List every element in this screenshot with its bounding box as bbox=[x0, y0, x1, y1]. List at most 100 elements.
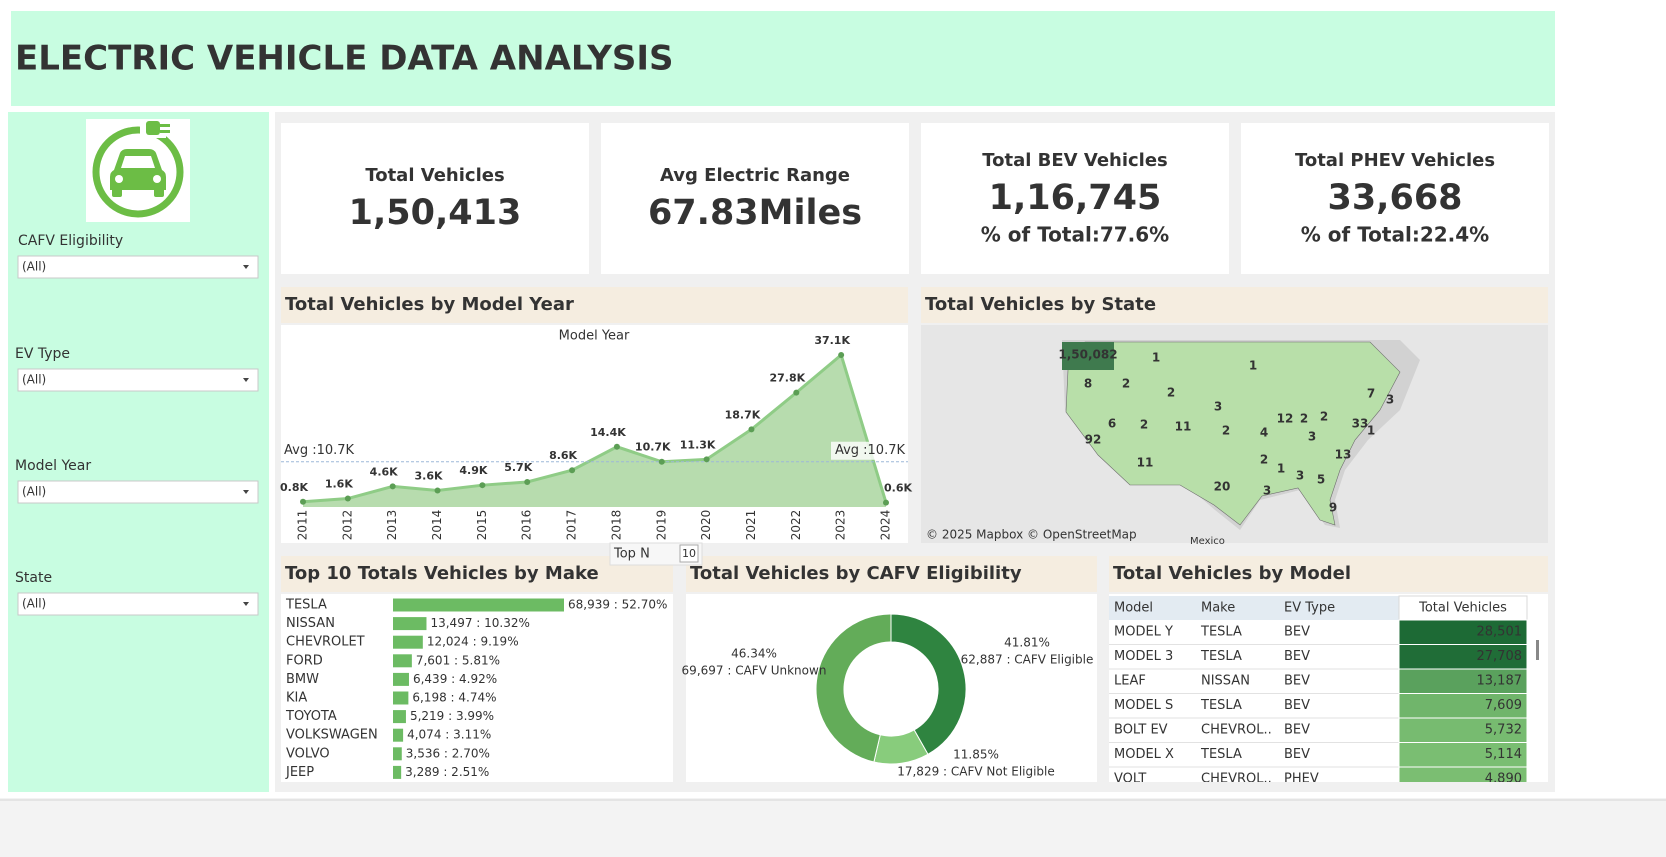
y-tick-label: KIA bbox=[286, 691, 307, 706]
value-cell bbox=[1398, 693, 1528, 719]
state-label: 2 bbox=[1222, 424, 1230, 438]
filter-label: EV Type bbox=[15, 346, 70, 362]
data-label: 3,536 : 2.70% bbox=[406, 746, 490, 760]
point bbox=[479, 482, 486, 489]
area-fill bbox=[303, 355, 886, 507]
state-label: 3 bbox=[1386, 393, 1394, 407]
table-value: 5,732 bbox=[1485, 723, 1522, 738]
state-label: 2 bbox=[1260, 453, 1268, 467]
state-label: 1 bbox=[1249, 359, 1257, 373]
data-label: 3.6K bbox=[415, 469, 443, 482]
table-cell: MODEL 3 bbox=[1114, 649, 1173, 664]
map-attribution: © 2025 Mapbox © OpenStreetMap bbox=[926, 528, 1137, 542]
table-cell: PHEV bbox=[1284, 772, 1319, 787]
data-label: 69,697 : CAFV Unknown bbox=[682, 664, 827, 678]
panel-header bbox=[686, 556, 1097, 592]
y-tick-label: NISSAN bbox=[286, 616, 335, 631]
kpi-card bbox=[601, 123, 909, 274]
y-tick-label: VOLVO bbox=[286, 746, 330, 761]
table-cell: BEV bbox=[1284, 674, 1310, 689]
value-cell bbox=[1398, 717, 1528, 743]
data-label: 4.9K bbox=[459, 464, 487, 477]
data-label: 17,829 : CAFV Not Eligible bbox=[897, 765, 1055, 779]
table-cell: BEV bbox=[1284, 747, 1310, 762]
table-cell: VOLT bbox=[1114, 772, 1146, 787]
column-header: Total Vehicles bbox=[1418, 601, 1507, 616]
data-label: 7,601 : 5.81% bbox=[416, 653, 500, 667]
x-tick-label: 2014 bbox=[430, 510, 444, 541]
top-n-input[interactable] bbox=[679, 544, 699, 563]
value-cell bbox=[1398, 668, 1528, 694]
panel-title: Total Vehicles by Model Year bbox=[285, 294, 574, 315]
table-cell: TESLA bbox=[1200, 698, 1242, 713]
point bbox=[748, 426, 755, 433]
data-label: 6,198 : 4.74% bbox=[412, 691, 496, 705]
kpi-card bbox=[921, 123, 1229, 274]
state-label: 11 bbox=[1175, 420, 1192, 434]
table-cell: CHEVROL.. bbox=[1201, 723, 1272, 738]
filter-dropdown[interactable] bbox=[17, 592, 259, 616]
bar bbox=[393, 747, 402, 761]
sidebar bbox=[8, 112, 269, 792]
kpi-value: 33,668 bbox=[1327, 178, 1462, 218]
bar bbox=[393, 710, 406, 724]
x-tick-label: 2013 bbox=[385, 510, 399, 541]
y-tick-label: CHEVROLET bbox=[286, 635, 365, 650]
data-label: 8.6K bbox=[549, 449, 577, 462]
logo bbox=[86, 119, 190, 222]
data-label: 0.6K bbox=[884, 482, 912, 495]
table-cell: MODEL S bbox=[1114, 698, 1173, 713]
bar bbox=[393, 765, 402, 779]
table-cell: NISSAN bbox=[1201, 674, 1250, 689]
filter-dropdown[interactable] bbox=[17, 368, 259, 392]
state-label: 13 bbox=[1335, 448, 1352, 462]
value-cell bbox=[1398, 644, 1528, 670]
kpi-value: 1,16,745 bbox=[989, 178, 1162, 218]
data-label: 12,024 : 9.19% bbox=[427, 635, 519, 649]
table-value: 4,890 bbox=[1485, 772, 1522, 787]
reference-label: Avg :10.7K bbox=[284, 443, 355, 458]
panel-body bbox=[281, 594, 673, 782]
scrollbar[interactable] bbox=[1536, 640, 1539, 660]
column-header: Model bbox=[1114, 601, 1153, 616]
table-cell: BEV bbox=[1284, 625, 1310, 640]
state-label: 9 bbox=[1329, 501, 1337, 515]
kpi-title: Total BEV Vehicles bbox=[982, 150, 1168, 171]
state-label: 1 bbox=[1152, 351, 1160, 365]
kpi-share: % of Total:77.6% bbox=[981, 223, 1169, 247]
data-label: 62,887 : CAFV Eligible bbox=[961, 653, 1094, 667]
state-label: 3 bbox=[1263, 484, 1271, 498]
reference-label: Avg :10.7K bbox=[835, 443, 906, 458]
table-cell: BEV bbox=[1284, 698, 1310, 713]
table-value: 27,708 bbox=[1477, 649, 1523, 664]
filter-dropdown[interactable] bbox=[17, 255, 259, 279]
data-label: 5,219 : 3.99% bbox=[410, 709, 494, 723]
table-cell: LEAF bbox=[1114, 674, 1146, 689]
table: Model Make EV Type Total Vehicles MODEL Y TES… bbox=[1109, 595, 1528, 787]
value-cell bbox=[1398, 766, 1528, 782]
map-place-label: Mexico bbox=[1190, 536, 1225, 547]
state-label: 6 bbox=[1108, 417, 1116, 431]
panel-title: Total Vehicles by State bbox=[925, 294, 1156, 315]
top-n-label: Top N bbox=[613, 547, 650, 562]
filter-dropdown[interactable] bbox=[17, 480, 259, 504]
filter-value: (All) bbox=[22, 485, 46, 499]
data-label: 11.3K bbox=[680, 438, 716, 451]
kpi-value: 67.83Miles bbox=[648, 193, 862, 233]
x-tick-label: 2019 bbox=[654, 510, 668, 541]
top-n-control[interactable] bbox=[609, 542, 703, 566]
state-label: 3 bbox=[1214, 400, 1222, 414]
percent-label: 11.85% bbox=[953, 748, 999, 762]
bar bbox=[393, 654, 412, 668]
state-label: 7 bbox=[1367, 387, 1375, 401]
bar bbox=[393, 691, 409, 705]
bar bbox=[393, 728, 404, 742]
data-label: 68,939 : 52.70% bbox=[568, 598, 667, 612]
data-label: 13,497 : 10.32% bbox=[430, 616, 529, 630]
panel-title: Top 10 Totals Vehicles by Make bbox=[285, 563, 599, 584]
point bbox=[883, 499, 889, 506]
states bbox=[1065, 341, 1401, 526]
table-value: 5,114 bbox=[1485, 747, 1522, 762]
